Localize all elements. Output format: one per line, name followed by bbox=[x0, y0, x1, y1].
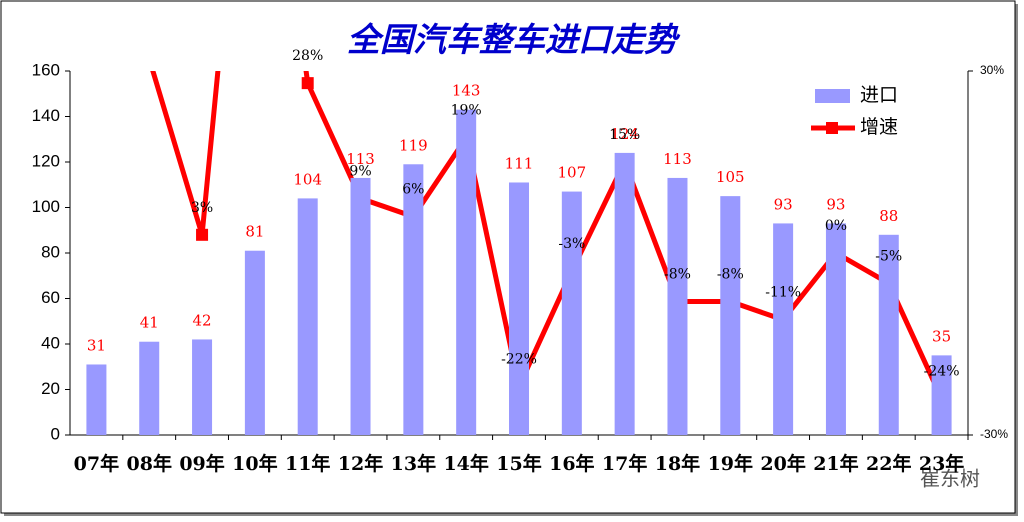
x-tick-label: 09年 bbox=[179, 452, 224, 475]
line-value-label: 0% bbox=[825, 218, 847, 234]
legend-swatch bbox=[815, 89, 850, 103]
line-marker bbox=[196, 228, 209, 241]
bar bbox=[720, 196, 741, 435]
y-tick-label: 120 bbox=[32, 151, 60, 170]
bar-value-label: 88 bbox=[879, 207, 898, 225]
chart-title: 全国汽车整车进口走势 bbox=[347, 20, 681, 59]
bar bbox=[350, 177, 371, 436]
x-tick-label: 21年 bbox=[813, 452, 858, 475]
bar bbox=[825, 223, 846, 435]
bar-value-label: 93 bbox=[774, 195, 793, 213]
y2-tick-label: 30% bbox=[980, 63, 1004, 77]
y-tick-label: 20 bbox=[41, 379, 60, 398]
bar-value-label: 119 bbox=[399, 136, 428, 154]
line-value-label: -3% bbox=[558, 236, 585, 252]
bar bbox=[297, 198, 318, 435]
line-value-label: 9% bbox=[349, 163, 371, 179]
bar bbox=[86, 364, 107, 435]
bar-value-label: 113 bbox=[346, 150, 375, 168]
bar bbox=[509, 182, 529, 435]
bar-value-label: 107 bbox=[558, 164, 587, 182]
y-tick-label: 140 bbox=[32, 106, 60, 125]
bar bbox=[878, 234, 899, 435]
bar-value-label: 31 bbox=[87, 336, 106, 354]
line-value-label: 15% bbox=[609, 127, 640, 143]
bar-value-label: 143 bbox=[452, 82, 481, 100]
x-tick-label: 07年 bbox=[74, 452, 119, 475]
line-value-label: -5% bbox=[875, 248, 902, 264]
y-tick-label: 80 bbox=[41, 242, 60, 261]
bar bbox=[192, 339, 213, 435]
x-tick-label: 18年 bbox=[655, 452, 700, 475]
line-value-label: 3% bbox=[191, 200, 213, 216]
y-tick-label: 40 bbox=[41, 333, 60, 352]
bar bbox=[139, 341, 160, 435]
x-tick-label: 13年 bbox=[391, 452, 436, 475]
line-value-label: -11% bbox=[765, 285, 801, 301]
bar bbox=[931, 355, 952, 435]
bar bbox=[614, 152, 635, 435]
x-tick-label: 11年 bbox=[285, 452, 330, 475]
bar-value-label: 41 bbox=[140, 314, 159, 332]
line-value-label: -8% bbox=[664, 267, 691, 283]
bar-value-label: 111 bbox=[505, 154, 534, 172]
bar-value-label: 81 bbox=[245, 223, 264, 241]
legend-label: 增速 bbox=[860, 116, 898, 138]
bar-value-label: 104 bbox=[293, 170, 322, 188]
line-value-label: -22% bbox=[501, 351, 537, 367]
bar bbox=[403, 164, 424, 435]
line bbox=[150, 71, 944, 400]
legend-marker bbox=[826, 122, 838, 134]
bar-value-label: 105 bbox=[716, 168, 745, 186]
x-tick-label: 16年 bbox=[549, 452, 594, 475]
line-value-label: -24% bbox=[924, 364, 960, 380]
line-value-label: 6% bbox=[402, 182, 424, 198]
x-tick-label: 10年 bbox=[232, 452, 277, 475]
line-marker bbox=[301, 77, 314, 90]
y-tick-label: 0 bbox=[51, 424, 60, 443]
legend-label: 进口 bbox=[860, 84, 898, 106]
bar-value-label: 93 bbox=[826, 195, 845, 213]
x-tick-label: 23年 bbox=[919, 452, 964, 475]
y-tick-label: 100 bbox=[32, 197, 60, 216]
x-tick-label: 22年 bbox=[866, 452, 911, 475]
bar bbox=[456, 109, 477, 436]
bar bbox=[561, 191, 582, 435]
bar-value-label: 124 bbox=[610, 125, 639, 143]
x-tick-label: 08年 bbox=[127, 452, 172, 475]
x-tick-label: 12年 bbox=[338, 452, 383, 475]
x-tick-label: 17年 bbox=[602, 452, 647, 475]
x-tick-label: 19年 bbox=[708, 452, 753, 475]
y-tick-label: 60 bbox=[41, 288, 60, 307]
bar bbox=[773, 223, 794, 435]
x-tick-label: 20年 bbox=[760, 452, 805, 475]
x-tick-label: 15年 bbox=[496, 452, 541, 475]
watermark: 崔东树 bbox=[920, 467, 980, 491]
y2-tick-label: -30% bbox=[980, 427, 1008, 441]
bar-value-label: 35 bbox=[932, 327, 951, 345]
bar-value-label: 42 bbox=[193, 311, 212, 329]
bar bbox=[667, 177, 688, 436]
bar-value-label: 113 bbox=[663, 150, 692, 168]
line-value-label: 19% bbox=[451, 103, 482, 119]
bar bbox=[244, 250, 265, 435]
line-value-label: 28% bbox=[292, 48, 323, 64]
line-value-label: -8% bbox=[717, 267, 744, 283]
x-tick-label: 14年 bbox=[443, 452, 488, 475]
y-tick-label: 160 bbox=[32, 60, 60, 79]
